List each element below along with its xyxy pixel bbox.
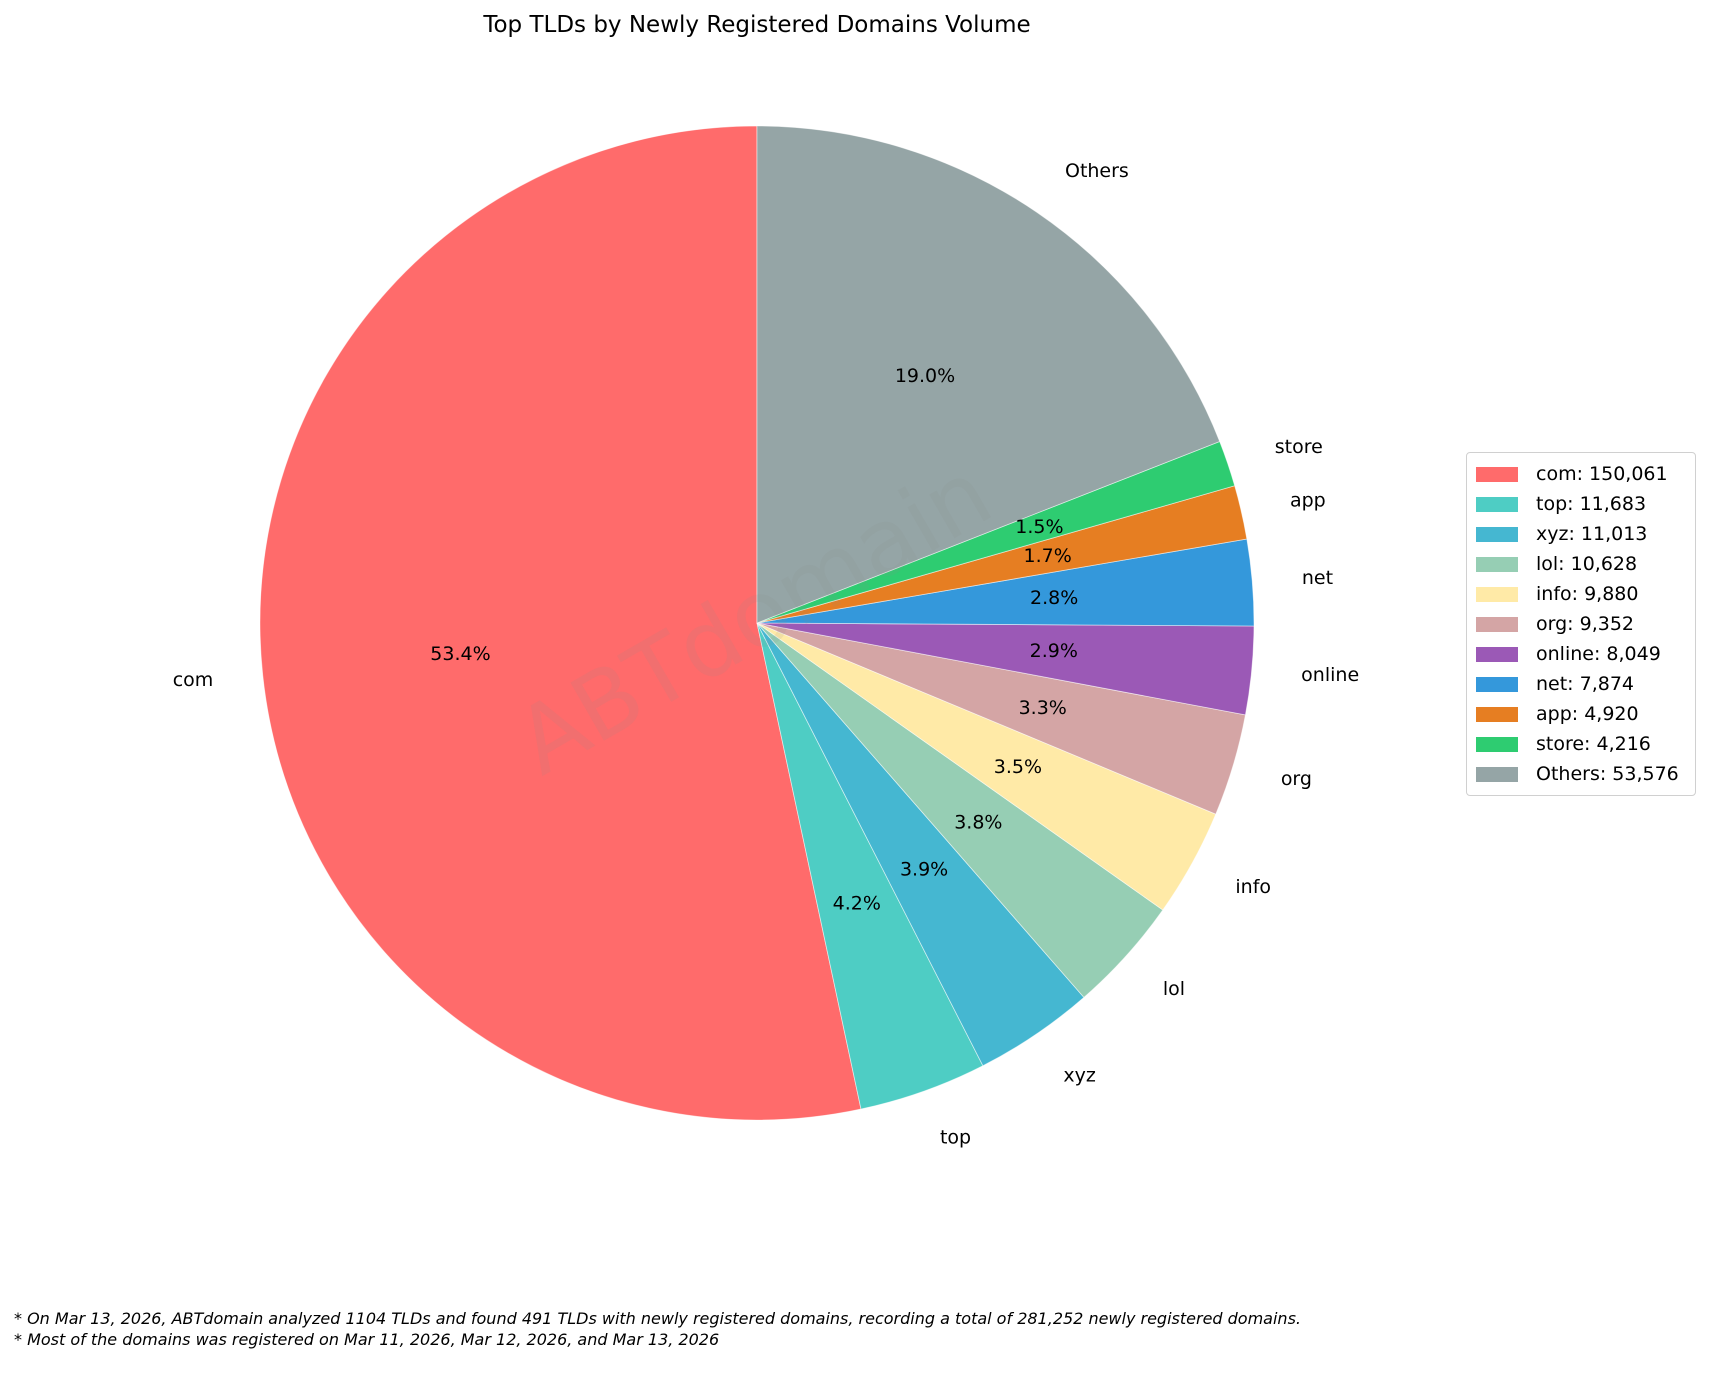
footnote-summary: * On Mar 13, 2026, ABTdomain analyzed 11… xyxy=(14,1309,1301,1328)
slice-label-info: info xyxy=(1235,876,1271,898)
legend-label: online: 8,049 xyxy=(1536,643,1661,665)
slice-percent-xyz: 3.9% xyxy=(900,858,948,880)
slice-percent-net: 2.8% xyxy=(1030,587,1078,609)
footer-notes: * On Mar 13, 2026, ABTdomain analyzed 11… xyxy=(14,1308,1301,1350)
legend-swatch xyxy=(1476,586,1518,602)
legend-item-org: org: 9,352 xyxy=(1467,609,1695,639)
legend-label: org: 9,352 xyxy=(1536,613,1634,635)
slice-label-net: net xyxy=(1302,567,1333,589)
legend-item-app: app: 4,920 xyxy=(1467,699,1695,729)
legend-item-top: top: 11,683 xyxy=(1467,489,1695,519)
legend-item-com: com: 150,061 xyxy=(1467,459,1695,489)
legend-label: lol: 10,628 xyxy=(1536,553,1638,575)
legend-swatch xyxy=(1476,556,1518,572)
legend-label: top: 11,683 xyxy=(1536,493,1647,515)
pie-slice-others xyxy=(756,125,1221,624)
slice-label-org: org xyxy=(1281,768,1312,790)
slice-percent-org: 3.3% xyxy=(1019,697,1067,719)
slice-percent-com: 53.4% xyxy=(430,643,490,665)
legend-label: com: 150,061 xyxy=(1536,463,1668,485)
slice-label-online: online xyxy=(1301,664,1359,686)
legend-label: store: 4,216 xyxy=(1536,733,1651,755)
slice-percent-info: 3.5% xyxy=(994,756,1042,778)
legend-label: Others: 53,576 xyxy=(1536,763,1679,785)
slice-label-store: store xyxy=(1275,436,1323,458)
slice-percent-top: 4.2% xyxy=(833,893,881,915)
legend-swatch xyxy=(1476,766,1518,782)
legend-item-lol: lol: 10,628 xyxy=(1467,549,1695,579)
pie-slices xyxy=(259,125,1255,1121)
slice-label-xyz: xyz xyxy=(1063,1064,1095,1086)
slice-percent-store: 1.5% xyxy=(1015,516,1063,538)
slice-percent-others: 19.0% xyxy=(895,365,955,387)
legend-item-online: online: 8,049 xyxy=(1467,639,1695,669)
legend-item-info: info: 9,880 xyxy=(1467,579,1695,609)
legend-item-store: store: 4,216 xyxy=(1467,729,1695,759)
legend-label: info: 9,880 xyxy=(1536,583,1639,605)
legend-item-net: net: 7,874 xyxy=(1467,669,1695,699)
legend-swatch xyxy=(1476,526,1518,542)
slice-percent-app: 1.7% xyxy=(1024,545,1072,567)
legend-swatch xyxy=(1476,616,1518,632)
legend-swatch xyxy=(1476,646,1518,662)
legend-swatch xyxy=(1476,466,1518,482)
footnote-dates: * Most of the domains was registered on … xyxy=(14,1330,720,1349)
legend-item-others: Others: 53,576 xyxy=(1467,759,1695,789)
slice-label-app: app xyxy=(1290,490,1326,512)
legend-label: xyz: 11,013 xyxy=(1536,523,1648,545)
slice-label-others: Others xyxy=(1065,160,1129,182)
slice-label-com: com xyxy=(173,669,214,691)
legend-swatch xyxy=(1476,676,1518,692)
slice-percent-lol: 3.8% xyxy=(954,811,1002,833)
legend-swatch xyxy=(1476,706,1518,722)
pie-labels: com 53.4% top 4.2% xyz 3.9% lol 3.8% info 3.5% org… xyxy=(173,160,1359,1149)
legend-swatch xyxy=(1476,496,1518,512)
legend: com: 150,061 top: 11,683 xyz: 11,013 lol: 1… xyxy=(1466,452,1696,796)
pie-slice-com xyxy=(259,125,862,1121)
legend-item-xyz: xyz: 11,013 xyxy=(1467,519,1695,549)
slice-label-top: top xyxy=(940,1127,971,1149)
legend-label: net: 7,874 xyxy=(1536,673,1635,695)
slice-label-lol: lol xyxy=(1163,978,1185,1000)
legend-swatch xyxy=(1476,736,1518,752)
legend-label: app: 4,920 xyxy=(1536,703,1639,725)
slice-percent-online: 2.9% xyxy=(1030,640,1078,662)
chart-title: Top TLDs by Newly Registered Domains Vol… xyxy=(483,12,1031,38)
